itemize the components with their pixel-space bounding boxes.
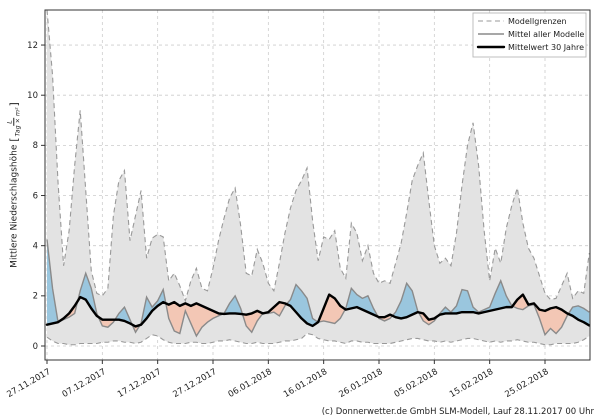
fill-below-normal xyxy=(512,294,569,335)
x-tick-label: 07.12.2017 xyxy=(61,367,108,400)
unit-denominator: Tag × m² xyxy=(14,107,22,137)
unit-bracket-close: ] xyxy=(7,102,21,107)
y-tick-label: 2 xyxy=(33,292,38,302)
fill-above-normal xyxy=(568,305,590,326)
legend-label: Mittelwert 30 Jahre xyxy=(508,43,584,52)
x-tick-label: 05.02.2018 xyxy=(393,367,440,400)
fill-below-normal xyxy=(165,302,224,336)
fill-below-normal xyxy=(58,301,78,323)
y-tick-label: 4 xyxy=(33,241,38,251)
legend: Modellgrenzen Mittel aller Modelle Mittelw… xyxy=(472,12,587,58)
y-tick-label: 0 xyxy=(33,342,38,352)
legend-label: Modellgrenzen xyxy=(508,17,567,26)
model-range-band xyxy=(47,9,590,345)
x-tick-label: 17.12.2017 xyxy=(116,367,163,400)
fill-above-normal xyxy=(345,288,379,317)
y-axis-label-text: Mittlere Niederschlagshöhe xyxy=(9,141,20,268)
fill-below-normal xyxy=(98,316,115,328)
x-tick-label: 06.01.2018 xyxy=(227,367,274,400)
y-tick-label: 8 xyxy=(33,141,38,151)
x-tick-label: 27.11.2017 xyxy=(5,367,52,400)
fill-above-normal xyxy=(223,295,243,315)
x-tick-label: 15.02.2018 xyxy=(448,367,495,400)
fill-above-normal xyxy=(114,307,133,325)
y-tick-label: 6 xyxy=(33,191,38,201)
fill-above-normal xyxy=(47,239,59,325)
mean30-line xyxy=(45,293,591,328)
y-tick-label: 12 xyxy=(27,41,38,51)
fill-below-normal xyxy=(318,294,346,324)
legend-label: Mittel aller Modelle xyxy=(508,30,584,39)
x-tick-label: 27.12.2017 xyxy=(171,367,218,400)
y-axis-label: Mittlere Niederschlagshöhe [L Tag × m²] xyxy=(6,102,22,268)
copyright-credit: (c) Donnerwetter.de GmbH SLM-Modell, Lau… xyxy=(321,407,594,417)
plot-frame xyxy=(44,9,591,361)
legend-box xyxy=(472,12,587,58)
unit-numerator: L xyxy=(6,118,15,126)
fill-above-normal xyxy=(438,280,513,316)
x-tick-label: 26.01.2018 xyxy=(337,367,384,400)
model-min-line xyxy=(46,332,590,346)
unit-fraction: L Tag × m² xyxy=(6,107,22,137)
unit-bracket-open: [ xyxy=(7,137,21,142)
model-max-line xyxy=(46,9,590,303)
x-tick-label: 25.02.2018 xyxy=(503,367,550,400)
x-tick-label: 16.01.2018 xyxy=(282,367,329,400)
fill-above-normal xyxy=(286,284,319,326)
y-tick-label: 10 xyxy=(27,91,38,101)
